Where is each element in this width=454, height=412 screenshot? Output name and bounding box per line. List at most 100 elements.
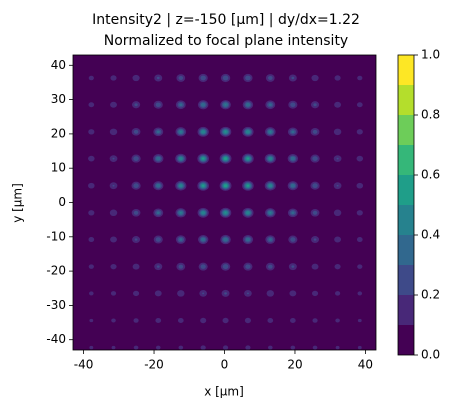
contour-spot	[334, 263, 341, 270]
contour-spot	[268, 75, 273, 80]
contour-spot	[201, 130, 206, 134]
contour-spot	[88, 182, 95, 189]
contour-spot	[312, 318, 318, 323]
contour-spot	[200, 75, 206, 81]
contour-spot	[88, 75, 94, 81]
contour-spot	[132, 290, 140, 297]
contour-spot	[223, 237, 228, 242]
contour-spot	[313, 103, 317, 107]
contour-spot	[179, 157, 183, 161]
contour-spot	[222, 75, 229, 81]
contour-spot	[201, 184, 205, 187]
contour-spot	[177, 317, 184, 324]
y-tick-label: -20	[46, 264, 66, 278]
chart-subtitle: Normalized to focal plane intensity	[104, 33, 348, 49]
contour-spot	[224, 131, 227, 133]
contour-spot	[357, 291, 363, 296]
contour-spot	[269, 130, 272, 133]
contour-spot	[224, 212, 227, 214]
contour-spot	[334, 75, 341, 81]
contour-spot	[290, 156, 296, 161]
contour-spot	[333, 128, 342, 136]
colorbar-segment	[398, 235, 414, 265]
colorbar-tick-label: 0.8	[421, 108, 440, 122]
contour-spot	[245, 237, 251, 242]
contour-spot	[178, 264, 184, 269]
colorbar-tick-label: 0.0	[421, 348, 440, 362]
contour-spot	[290, 102, 296, 108]
y-tick-label: 40	[51, 58, 66, 72]
contour-spot	[334, 101, 342, 108]
contour-spot	[133, 156, 139, 161]
x-tick-label: 40	[358, 358, 373, 372]
contour-spot	[357, 318, 362, 323]
x-tick-label: -40	[74, 358, 94, 372]
contour-spot	[133, 345, 139, 350]
contour-spot	[133, 183, 139, 189]
contour-spot	[89, 291, 94, 296]
contour-spot	[356, 102, 363, 108]
contour-spot	[266, 290, 275, 297]
contour-spot	[268, 184, 273, 188]
contour-spot	[132, 74, 140, 82]
contour-spot	[246, 211, 250, 215]
contour-spot	[109, 128, 118, 136]
contour-spot	[88, 264, 94, 269]
contour-spot	[111, 318, 116, 323]
contour-spot	[89, 345, 94, 350]
contour-spot	[179, 211, 182, 214]
contour-spot	[245, 130, 250, 134]
contour-spot	[133, 318, 139, 323]
contour-spot	[154, 290, 162, 297]
contour-spot	[289, 317, 296, 324]
contour-spot	[290, 183, 296, 188]
contour-spot	[268, 345, 273, 350]
contour-spot	[334, 291, 341, 296]
x-axis-label: x [μm]	[204, 385, 244, 399]
contour-spot	[201, 237, 206, 242]
contour-spot	[313, 238, 317, 241]
colorbar-segment	[398, 55, 414, 85]
contour-spot	[312, 345, 318, 350]
contour-spot	[110, 236, 117, 243]
contour-spot	[356, 155, 364, 162]
contour-spot	[312, 156, 318, 161]
colorbar-frame	[397, 54, 415, 356]
contour-spot	[200, 345, 206, 350]
colorbar-segment	[398, 115, 414, 145]
contour-spot	[88, 155, 95, 162]
contour-spot	[109, 209, 118, 217]
plot-area	[73, 55, 376, 350]
colorbar-segment	[398, 85, 414, 115]
contour-spot	[335, 345, 340, 350]
contour-spot	[336, 184, 339, 187]
colorbar-segment	[398, 325, 414, 355]
contour-spot	[155, 102, 161, 108]
y-tick-label: 20	[51, 126, 66, 140]
colorbar-tick-label: 0.4	[421, 228, 440, 242]
contour-spot	[245, 264, 251, 269]
contour-spot	[179, 184, 183, 188]
contour-spot	[134, 103, 138, 107]
x-tick-label: -20	[144, 358, 164, 372]
contour-spot	[222, 317, 229, 324]
colorbar-tick-label: 1.0	[421, 48, 440, 62]
contour-spot	[291, 76, 295, 80]
contour-spot	[200, 102, 206, 107]
contour-spot	[201, 157, 205, 160]
contour-spot	[291, 130, 295, 134]
contour-spot	[312, 129, 318, 134]
contour-spot	[291, 211, 295, 215]
contour-spot	[246, 292, 249, 295]
contour-spot	[202, 292, 205, 295]
contour-spot	[357, 264, 363, 269]
colorbar-segment	[398, 145, 414, 175]
contour-spot	[267, 317, 274, 324]
y-tick-label: -40	[46, 332, 66, 346]
contour-spot	[244, 317, 252, 324]
contour-spot	[156, 265, 160, 268]
contour-spot	[88, 102, 95, 108]
contour-spot	[357, 75, 363, 81]
contour-spot	[268, 103, 272, 107]
